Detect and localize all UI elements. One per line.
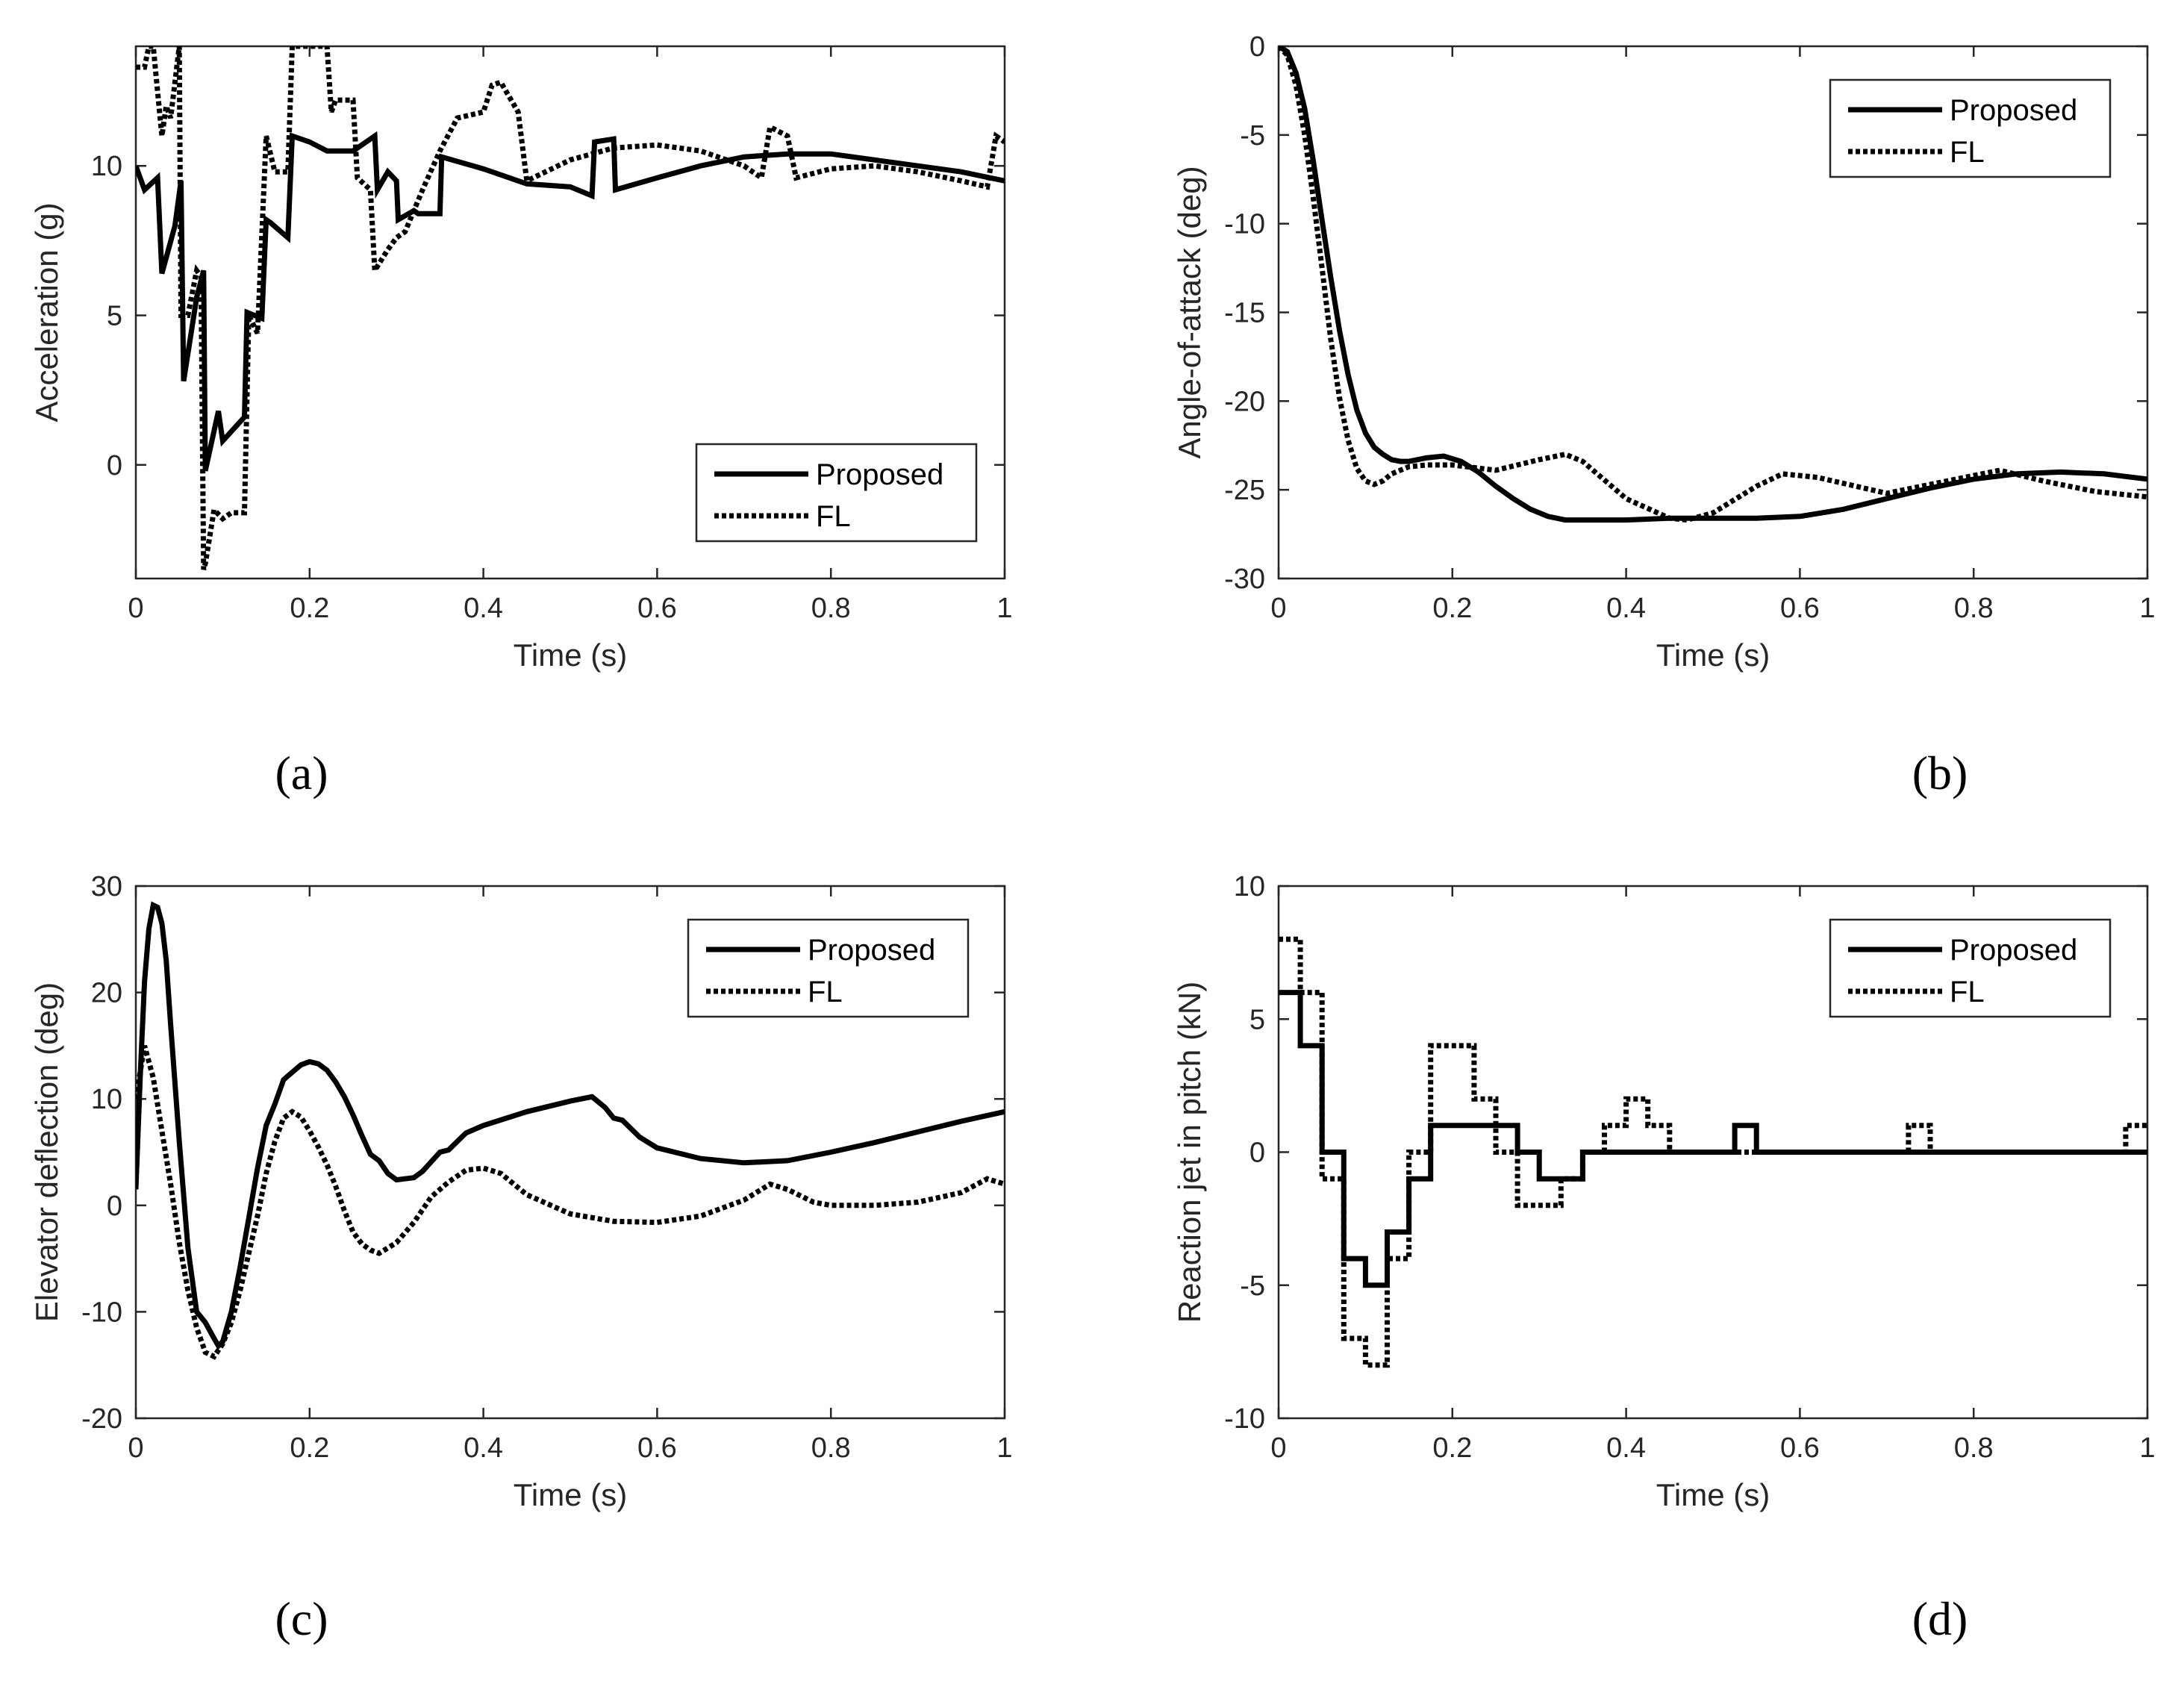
legend-label-fl: FL	[1950, 976, 1985, 1008]
series-line-fl	[1279, 46, 2147, 523]
x-tick-label: 0	[1270, 593, 1286, 624]
x-axis-label: Time (s)	[1656, 637, 1770, 673]
x-tick-label: 0.4	[1606, 1432, 1646, 1464]
series-line-proposed	[136, 131, 1005, 472]
y-tick-label: 5	[107, 301, 122, 332]
x-tick-label: 1	[2139, 593, 2155, 624]
legend-label-proposed: Proposed	[1950, 94, 2077, 127]
y-tick-label: -10	[1224, 209, 1265, 240]
legend-box	[687, 918, 970, 1018]
y-tick-label: 0	[107, 450, 122, 481]
x-tick-label: 0.8	[1954, 1432, 1994, 1464]
y-axis-label: Elevator deflection (deg)	[29, 982, 64, 1322]
x-tick-label: 0.6	[637, 1432, 677, 1464]
x-tick-label: 0.4	[1606, 593, 1646, 624]
y-tick-label: 0	[1249, 31, 1265, 63]
y-tick-label: -10	[1224, 1403, 1265, 1435]
panel-label: (b)	[1912, 746, 1968, 799]
series-line-fl	[136, 1044, 1005, 1360]
y-tick-label: 0	[1249, 1138, 1265, 1169]
x-axis-label: Time (s)	[1656, 1477, 1770, 1512]
legend-box	[1829, 78, 2112, 178]
legend-label-proposed: Proposed	[1950, 934, 2077, 967]
x-tick-label: 0.2	[290, 593, 329, 624]
x-tick-label: 0.2	[1432, 593, 1472, 624]
legend-label-fl: FL	[816, 500, 851, 533]
panel-label: (a)	[275, 746, 328, 799]
panel-b: 0 0.2 0.4 0.6 0.8 1 0 -5 -10 -15 -20 -25 -30 Time (s)…	[1172, 31, 2156, 799]
y-tick-label: 10	[91, 151, 122, 182]
x-tick-label: 0	[1270, 1432, 1286, 1464]
series-line-fl	[136, 46, 1005, 570]
y-tick-label: -5	[1240, 1270, 1265, 1302]
y-tick-label: -15	[1224, 298, 1265, 329]
y-tick-label: 10	[91, 1084, 122, 1115]
legend-label-fl: FL	[1950, 136, 1985, 169]
legend-box	[1829, 918, 2112, 1018]
x-tick-label: 1	[996, 593, 1012, 624]
legend-label-fl: FL	[808, 976, 843, 1008]
y-tick-label: 30	[91, 871, 122, 902]
x-tick-label: 0.8	[1954, 593, 1994, 624]
x-tick-label: 0.8	[811, 1432, 851, 1464]
y-tick-label: 20	[91, 978, 122, 1009]
x-tick-label: 1	[996, 1432, 1012, 1464]
y-tick-label: -30	[1224, 564, 1265, 595]
legend-box	[695, 443, 978, 543]
series-line-proposed	[136, 901, 1005, 1350]
series-line-proposed	[1279, 46, 2147, 523]
series-line-fl	[1279, 936, 2147, 1368]
x-axis-label: Time (s)	[514, 1477, 627, 1512]
y-tick-label: -10	[81, 1297, 122, 1328]
panel-c: 0 0.2 0.4 0.6 0.8 1 30 20 10 0 -10 -20 Time (s) Eleva…	[29, 871, 1013, 1645]
x-axis-label: Time (s)	[514, 637, 627, 673]
x-tick-label: 0.8	[811, 593, 851, 624]
x-tick-label: 0.6	[1780, 593, 1820, 624]
y-axis-label: Reaction jet in pitch (kN)	[1172, 982, 1207, 1323]
x-tick-label: 0.2	[290, 1432, 329, 1464]
x-tick-label: 0	[128, 1432, 143, 1464]
panel-label: (c)	[275, 1592, 328, 1645]
y-tick-label: 0	[107, 1191, 122, 1222]
x-tick-label: 0.6	[637, 593, 677, 624]
x-tick-label: 0	[128, 593, 143, 624]
x-tick-label: 1	[2139, 1432, 2155, 1464]
y-axis-label: Acceleration (g)	[29, 202, 64, 422]
y-tick-label: -5	[1240, 120, 1265, 152]
y-tick-label: -20	[1224, 386, 1265, 417]
panel-d: 0 0.2 0.4 0.6 0.8 1 10 5 0 -5 -10 Time (s) Reaction …	[1172, 871, 2156, 1645]
y-tick-label: 5	[1249, 1004, 1265, 1035]
y-axis-label: Angle-of-attack (deg)	[1172, 166, 1207, 458]
series-line-proposed	[1279, 990, 2147, 1288]
y-tick-label: -25	[1224, 475, 1265, 506]
y-tick-label: 10	[1234, 871, 1265, 902]
x-tick-label: 0.6	[1780, 1432, 1820, 1464]
x-tick-label: 0.4	[464, 593, 503, 624]
x-tick-label: 0.4	[464, 1432, 503, 1464]
legend-label-proposed: Proposed	[816, 458, 943, 491]
panel-label: (d)	[1912, 1592, 1968, 1645]
y-tick-label: -20	[81, 1403, 122, 1435]
legend-label-proposed: Proposed	[808, 934, 935, 967]
x-tick-label: 0.2	[1432, 1432, 1472, 1464]
